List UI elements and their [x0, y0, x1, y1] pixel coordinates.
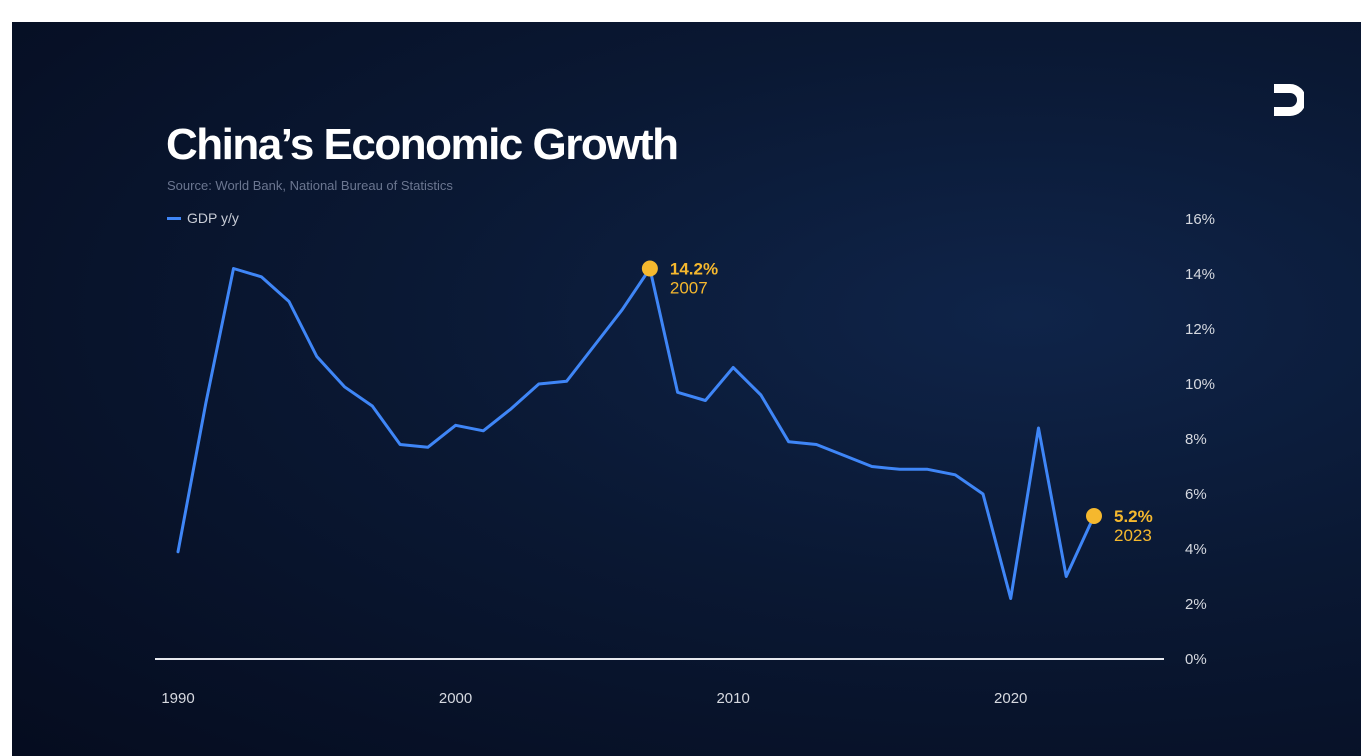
- legend-label: GDP y/y: [187, 210, 239, 226]
- annotation-value-label: 5.2%: [1114, 507, 1153, 526]
- chart-subtitle: Source: World Bank, National Bureau of S…: [167, 178, 453, 193]
- y-tick-label: 12%: [1185, 321, 1215, 338]
- chart-plot: 0%2%4%6%8%10%12%14%16% 1990 2000 2010 2020 …: [155, 211, 1215, 707]
- annotation-year-label: 2023: [1114, 526, 1152, 545]
- y-tick-label: 2%: [1185, 596, 1207, 613]
- x-tick-label: 2010: [716, 690, 749, 707]
- annotation-year-label: 2007: [670, 279, 708, 298]
- x-tick-label: 2020: [994, 690, 1027, 707]
- y-tick-label: 4%: [1185, 541, 1207, 558]
- y-tick-label: 6%: [1185, 486, 1207, 503]
- annotations: 14.2%2007 5.2%2023: [641, 260, 1153, 545]
- chart-frame: 0% 2% 4% 6% 8% 10% 12% 14% 16% 1990 2000 2010 2020 …: [12, 22, 1361, 756]
- x-tick-label: 1990: [161, 690, 194, 707]
- y-tick-label: 0%: [1185, 651, 1207, 668]
- y-axis-ticks: 0% 2% 4% 6% 8% 10% 12% 14% 16%: [1185, 211, 1215, 668]
- y-tick-label: 10%: [1185, 376, 1215, 393]
- y-tick-label: 14%: [1185, 266, 1215, 283]
- annotation-point: [641, 260, 658, 277]
- y-tick-label: 8%: [1185, 431, 1207, 448]
- annotation-value-label: 14.2%: [670, 260, 718, 279]
- legend-swatch: [167, 216, 181, 220]
- x-axis-ticks: 1990 2000 2010 2020: [161, 690, 1027, 707]
- y-tick-label: 16%: [1185, 211, 1215, 228]
- chart-title: China’s Economic Growth: [166, 120, 679, 169]
- series-line-gdp: [176, 267, 1096, 600]
- annotation-point: [1086, 508, 1102, 524]
- legend: GDP y/y: [167, 210, 239, 226]
- brand-mark-icon: [1274, 84, 1304, 116]
- x-tick-label: 2000: [439, 690, 472, 707]
